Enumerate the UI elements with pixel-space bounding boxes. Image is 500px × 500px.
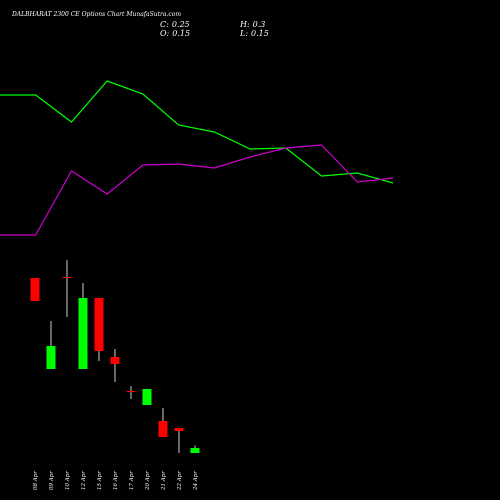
ohlc-value: 0.3 [253,20,266,29]
ohlc-text: L: 0.15 [239,29,269,38]
indicator-line [0,80,394,184]
x-tick-label: 17 Apr [129,471,135,490]
ohlc-text: H: 0.3 [239,20,265,29]
candle-body [110,357,120,364]
candle-body [158,421,168,437]
ohlc-label: C: [160,20,169,29]
ohlc-value: 0.15 [172,29,190,38]
x-tick-label: 12 Apr [81,471,87,490]
x-tick-label: 21 Apr [161,471,167,491]
candle-body [78,298,88,369]
ohlc-value: 0.25 [172,20,190,29]
x-tick-label: 10 Apr [65,471,71,490]
x-tick-label: 08 Apr [33,471,39,490]
x-tick-label: 15 Apr [97,471,103,490]
candle-body [94,298,104,351]
candle-body [174,428,184,431]
candle-body [190,448,200,453]
x-tick-label: 09 Apr [49,471,55,490]
ohlc-label: O: [160,29,170,38]
ohlc-label: H: [239,20,250,29]
candle-body [142,389,152,405]
x-tick-label: 22 Apr [177,471,183,491]
x-tick-label: 24 Apr [193,471,199,491]
candle-body [46,346,56,369]
candle-body [62,277,72,278]
chart-title: DALBHARAT 2300 CE Options Chart MunafaSu… [11,11,181,18]
x-tick-label: 20 Apr [145,471,151,491]
x-tick-label: 16 Apr [113,471,119,490]
ohlc-text: C: 0.25 [160,20,190,29]
ohlc-text: O: 0.15 [160,29,190,38]
candle-body [126,391,136,392]
indicator-line [0,144,394,236]
candle-body [30,278,40,301]
ohlc-value: 0.15 [251,29,269,38]
ohlc-label: L: [239,29,248,38]
